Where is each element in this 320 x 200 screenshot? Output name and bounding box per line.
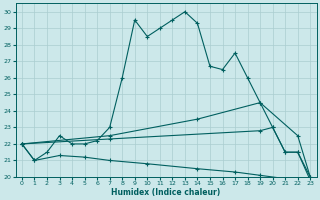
X-axis label: Humidex (Indice chaleur): Humidex (Indice chaleur): [111, 188, 221, 197]
